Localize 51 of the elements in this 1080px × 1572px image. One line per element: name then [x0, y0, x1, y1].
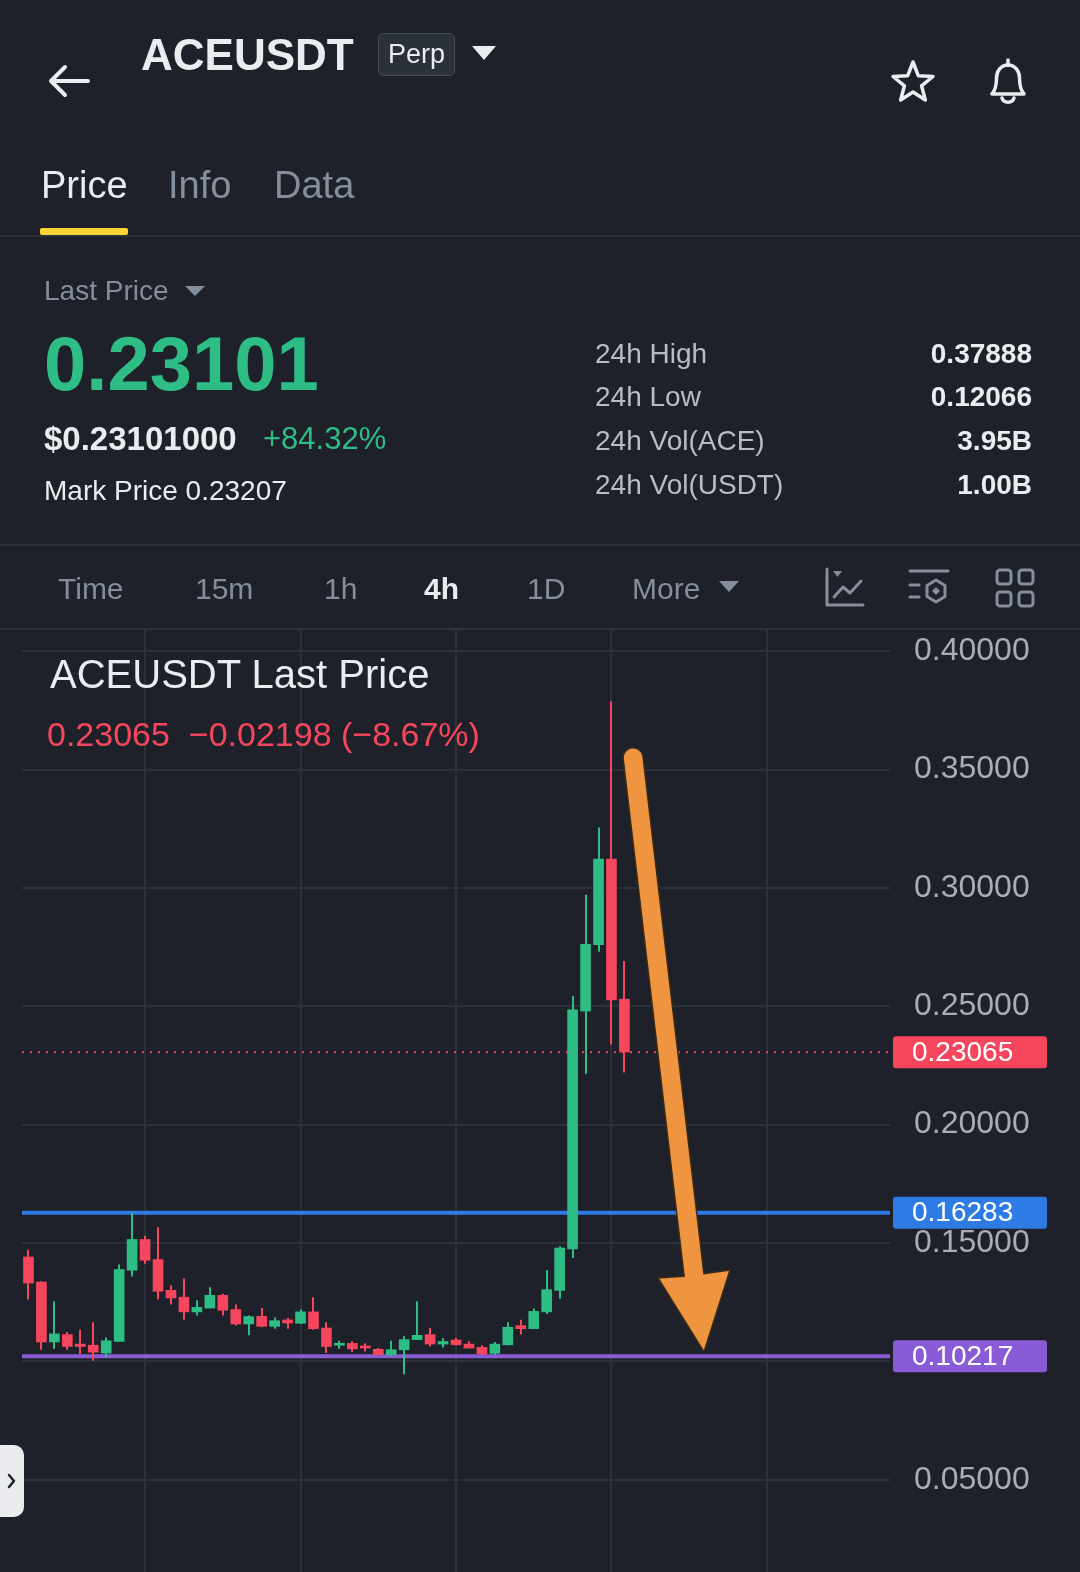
text: 24h High	[595, 338, 708, 369]
text: 24h Low	[595, 381, 701, 412]
text: 3.95B	[957, 425, 1032, 456]
text: 15m	[195, 572, 254, 605]
y-tick-label: 0.25000	[914, 986, 1030, 1023]
text: $0.23101000	[44, 419, 237, 457]
candlestick	[321, 1321, 332, 1355]
text: More	[632, 572, 701, 605]
text: 4h	[424, 572, 460, 605]
text: +84.32%	[263, 420, 387, 456]
candlestick	[217, 1292, 229, 1317]
text: 1D	[527, 572, 566, 605]
text: Price	[41, 164, 128, 206]
ref-line-label: 0.10217	[912, 1339, 1014, 1371]
candlestick	[398, 1335, 410, 1376]
text: ACEUSDT	[141, 30, 354, 79]
candlestick	[424, 1326, 436, 1348]
candlestick	[528, 1307, 540, 1330]
ref-line-label: 0.23065	[912, 1035, 1014, 1067]
text: Mark Price 0.23207	[44, 475, 287, 506]
candlestick	[100, 1336, 112, 1359]
candlestick	[139, 1234, 151, 1265]
text: 24h Vol(ACE)	[595, 425, 765, 456]
y-tick-label: 0.40000	[914, 631, 1030, 668]
text: Info	[168, 164, 232, 206]
text: 1.00B	[957, 469, 1032, 500]
text: ACEUSDT Last Price	[50, 652, 430, 696]
text: Last Price	[44, 275, 169, 306]
text: 1h	[324, 572, 358, 605]
candlestick	[308, 1296, 319, 1331]
candlestick	[87, 1321, 99, 1362]
y-tick-label: 0.30000	[914, 867, 1030, 904]
text: 24h Vol(USDT)	[595, 469, 784, 500]
candlestick	[541, 1269, 553, 1316]
candlestick	[49, 1300, 60, 1350]
text: Time	[58, 572, 124, 605]
candlestick	[74, 1328, 86, 1356]
candlestick	[230, 1303, 242, 1327]
y-tick-label: 0.20000	[914, 1104, 1030, 1141]
text: 0.37888	[930, 338, 1032, 369]
y-tick-label: 0.05000	[914, 1459, 1030, 1496]
text: 0.12066	[930, 381, 1032, 412]
text: 0.23101	[44, 321, 319, 406]
text: Data	[274, 164, 355, 206]
y-tick-label: 0.35000	[914, 749, 1030, 786]
text: 0.23065 −0.02198 (−8.67%)	[47, 715, 480, 753]
candlestick	[178, 1277, 190, 1321]
candlestick	[243, 1314, 255, 1337]
badge: Perp	[378, 32, 456, 76]
candlestick	[411, 1300, 423, 1341]
candlestick	[165, 1284, 177, 1306]
